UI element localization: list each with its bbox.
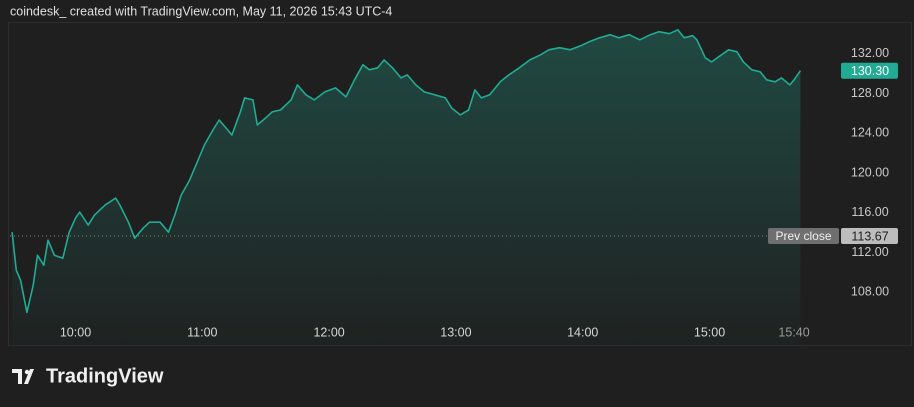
brand: TradingView <box>46 365 164 387</box>
last-price-label: 130.30 <box>851 64 889 78</box>
area-fill <box>12 29 801 346</box>
last-price-box <box>841 62 898 79</box>
prev-close-name: Prev close <box>775 229 831 243</box>
y-tick-label: 124.00 <box>851 126 889 140</box>
logo-dot <box>24 369 30 375</box>
y-tick-label: 128.00 <box>851 86 889 100</box>
prev-close-tag <box>768 227 839 244</box>
y-tick-label: 116.00 <box>851 205 888 219</box>
y-tick-label: 112.00 <box>851 245 888 259</box>
chart-title: coindesk_ created with TradingView.com, … <box>10 4 392 18</box>
brand-logo <box>12 369 34 384</box>
price-line <box>11 29 802 314</box>
y-tick-label: 108.00 <box>851 285 889 299</box>
y-tick-label: 120.00 <box>851 165 889 179</box>
plot-frame <box>8 22 912 346</box>
y-tick-label: 132.00 <box>851 46 889 60</box>
prev-close-value: 113.67 <box>851 229 888 243</box>
prev-close-value-box <box>841 227 898 244</box>
